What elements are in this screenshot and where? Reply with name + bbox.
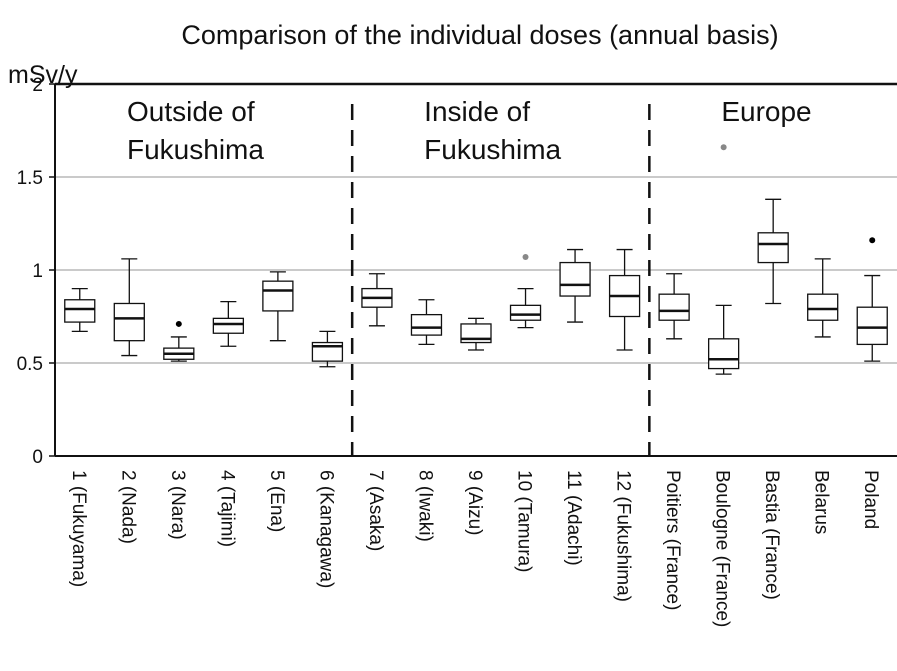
group-label: Europe [721, 96, 811, 127]
y-tick-label: 0 [32, 447, 43, 468]
outlier [720, 144, 727, 151]
box [658, 293, 690, 321]
box [113, 302, 145, 342]
x-tick-label: 7 (Asaka) [365, 470, 386, 551]
x-tick-label: 3 (Nara) [167, 470, 188, 540]
x-tick-label: Boulogne (France) [712, 470, 733, 627]
box [559, 261, 591, 297]
chart-title: Comparison of the individual doses (annu… [181, 20, 778, 50]
x-tick-label: 6 (Kanagawa) [315, 470, 336, 588]
group-label: Fukushima [424, 134, 561, 165]
box [856, 306, 888, 346]
x-tick-label: 2 (Nada) [117, 470, 138, 544]
x-tick-label: Poitiers (France) [662, 470, 683, 610]
box [707, 338, 740, 370]
x-tick-label: 10 (Tamura) [514, 470, 535, 572]
x-tick-label: 11 (Adachi) [563, 470, 584, 566]
x-tick-label: Poland [860, 470, 881, 529]
outlier [522, 253, 529, 260]
group-label: Fukushima [127, 134, 264, 165]
box [807, 293, 839, 321]
y-tick-label: 0.5 [17, 354, 43, 375]
x-tick-label: Bastia (France) [761, 470, 782, 600]
y-tick-label: 1 [32, 261, 43, 282]
x-tick-label: 4 (Tajimi) [216, 470, 237, 547]
box [64, 299, 96, 323]
x-tick-label: 8 (Iwaki) [414, 470, 435, 542]
group-label: Inside of [424, 96, 530, 127]
box [509, 304, 542, 321]
box [410, 313, 443, 336]
box [212, 317, 245, 334]
outlier [869, 237, 876, 244]
box [262, 280, 294, 312]
x-tick-label: 5 (Ena) [266, 470, 287, 532]
box [757, 232, 789, 264]
x-tick-label: Belarus [811, 470, 832, 534]
group-label: Outside of [127, 96, 255, 127]
y-tick-label: 2 [32, 75, 43, 96]
outlier [175, 320, 182, 327]
x-tick-label: 9 (Aizu) [464, 470, 485, 535]
x-tick-label: 1 (Fukuyama) [68, 470, 89, 587]
x-tick-label: 12 (Fukushima) [613, 470, 634, 602]
y-tick-label: 1.5 [17, 168, 43, 189]
